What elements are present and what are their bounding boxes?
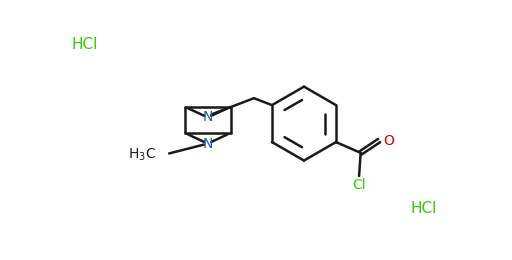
Text: Cl: Cl	[352, 178, 366, 192]
Text: N: N	[203, 136, 213, 151]
Text: O: O	[383, 134, 394, 147]
Text: N: N	[203, 110, 213, 125]
Text: HCl: HCl	[72, 37, 98, 52]
Text: HCl: HCl	[410, 201, 437, 216]
Text: H$_3$C: H$_3$C	[128, 146, 156, 162]
